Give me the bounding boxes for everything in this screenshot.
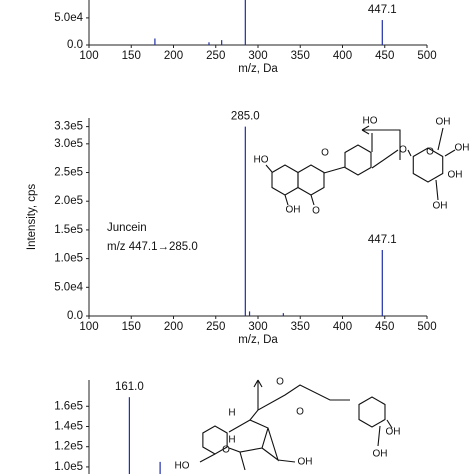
structure-label: OH	[455, 143, 470, 154]
structure-label: OH	[373, 449, 388, 460]
x-tick-label: 150	[122, 321, 141, 333]
structure-label: O	[399, 145, 407, 156]
x-axis-label: m/z, Da	[238, 334, 278, 346]
peak	[154, 38, 156, 45]
ring	[271, 164, 299, 196]
peak	[128, 397, 130, 474]
structure-label: HO	[254, 155, 269, 166]
peak	[381, 20, 383, 45]
peak-label: 285.0	[231, 111, 260, 123]
arrow-head	[361, 125, 370, 135]
structure-label: O	[296, 407, 304, 418]
bond	[265, 133, 399, 206]
bond	[407, 127, 456, 201]
x-tick-label: 300	[248, 321, 267, 333]
peak	[244, 126, 246, 316]
structure-label: O	[222, 445, 230, 456]
y-tick-label: 3.0e5	[54, 138, 83, 150]
peak	[282, 313, 284, 316]
y-tick-label: 5.0e4	[54, 12, 83, 24]
structure-label: O	[312, 206, 320, 217]
y-tick-label: 5.0e4	[54, 281, 83, 293]
structure-label: OH	[433, 201, 448, 212]
structure-label: OH	[436, 117, 451, 128]
x-tick-label: 450	[375, 50, 394, 62]
structure-label: O	[426, 147, 434, 158]
structure-label: HO	[363, 116, 378, 127]
x-tick-label: 300	[248, 50, 267, 62]
peak	[248, 311, 251, 316]
x-tick-label: 100	[79, 321, 98, 333]
y-tick-label: 3.3e5	[54, 121, 83, 133]
y-tick-label: 2.5e5	[54, 167, 83, 179]
bond	[228, 419, 280, 462]
structure-label: OH	[298, 457, 313, 468]
structure-label: OH	[448, 170, 463, 181]
y-tick-label: 1.6e5	[54, 400, 83, 412]
peak	[381, 250, 383, 316]
structure-label: OH	[286, 205, 301, 216]
structure-label: H	[228, 435, 235, 446]
annotation: m/z 447.1→285.0	[107, 241, 198, 253]
x-tick-label: 250	[206, 50, 225, 62]
structure-label: OH	[386, 427, 401, 438]
peak	[208, 42, 210, 45]
x-tick-label: 350	[291, 50, 310, 62]
x-tick-label: 500	[417, 50, 436, 62]
peak	[159, 461, 161, 474]
structure-label: HO	[175, 461, 190, 472]
y-tick-label: 1.2e5	[54, 441, 83, 453]
y-axis-label: Intensity, cps	[26, 184, 38, 251]
x-axis-label: m/z, Da	[238, 63, 278, 75]
peak	[244, 0, 246, 46]
peak	[221, 40, 223, 45]
ring	[412, 147, 444, 183]
fragment-arrow	[362, 129, 401, 160]
ring	[297, 164, 325, 196]
structure-label: O	[321, 148, 329, 159]
y-tick-label: 1.0e5	[54, 253, 83, 265]
y-tick-label: 1.5e5	[54, 224, 83, 236]
y-tick-label: 2.0e5	[54, 195, 83, 207]
x-tick-label: 150	[122, 50, 141, 62]
peak-label: 161.0	[115, 381, 144, 393]
x-tick-label: 100	[79, 50, 98, 62]
y-tick-label: 1.4e5	[54, 421, 83, 433]
x-tick-label: 500	[417, 321, 436, 333]
x-tick-label: 400	[333, 50, 352, 62]
ring	[344, 144, 372, 176]
structure-label: O	[276, 377, 284, 388]
x-tick-label: 200	[164, 50, 183, 62]
y-tick-label: 0.0	[67, 310, 83, 322]
annotation: Juncein	[107, 222, 147, 234]
x-tick-label: 350	[291, 321, 310, 333]
x-tick-label: 200	[164, 321, 183, 333]
x-tick-label: 450	[375, 321, 394, 333]
peak-label: 447.1	[368, 4, 397, 16]
x-tick-label: 250	[206, 321, 225, 333]
fragment-arrow	[253, 379, 263, 410]
bond	[199, 419, 393, 471]
bond	[249, 384, 350, 421]
ring	[358, 396, 386, 428]
x-tick-label: 400	[333, 321, 352, 333]
y-tick-label: 0.0	[67, 39, 83, 51]
y-tick-label: 1.0e5	[54, 461, 83, 473]
structure-label: H	[228, 408, 235, 419]
peak-label: 447.1	[368, 234, 397, 246]
